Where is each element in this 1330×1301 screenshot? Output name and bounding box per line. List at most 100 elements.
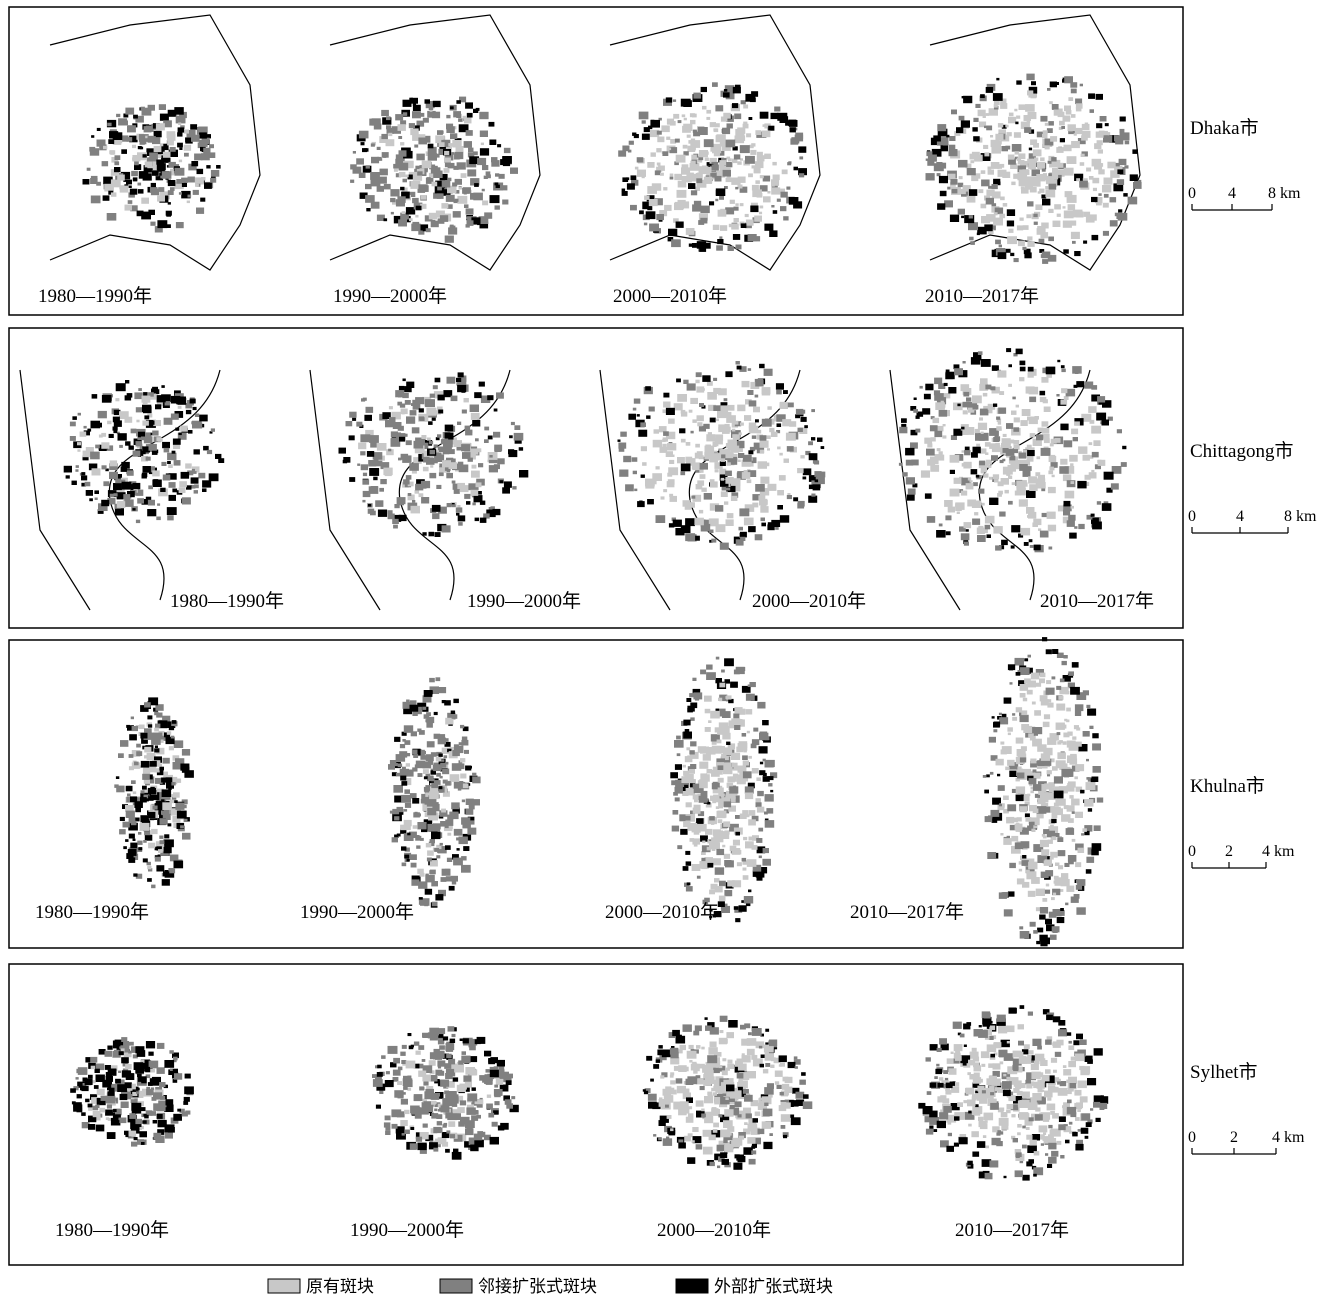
urban-patch: [721, 117, 728, 122]
urban-patch: [666, 137, 670, 140]
urban-patch: [453, 1113, 462, 1120]
urban-patch: [1033, 519, 1041, 525]
urban-patch: [1026, 74, 1034, 81]
urban-patch: [662, 444, 666, 448]
urban-patch: [445, 1149, 450, 1153]
urban-patch: [675, 787, 683, 794]
urban-patch: [394, 737, 400, 742]
urban-patch: [452, 504, 456, 507]
urban-patch: [482, 189, 485, 192]
urban-patch: [1018, 241, 1025, 247]
urban-patch: [709, 841, 719, 849]
urban-patch: [619, 447, 625, 452]
urban-patch: [125, 1064, 132, 1069]
urban-patch: [128, 1094, 132, 1097]
urban-patch: [767, 448, 770, 450]
urban-patch: [966, 529, 969, 532]
urban-patch: [815, 479, 819, 482]
urban-patch: [1132, 149, 1138, 154]
urban-patch: [136, 1088, 139, 1091]
urban-patch: [474, 392, 481, 398]
urban-patch: [146, 1089, 154, 1095]
urban-patch: [467, 1093, 477, 1101]
urban-patch: [939, 176, 948, 183]
period-label: 1990—2000年: [467, 590, 581, 612]
urban-patch: [970, 160, 974, 163]
urban-patch: [120, 817, 125, 821]
urban-patch: [134, 166, 138, 169]
urban-patch: [475, 1039, 481, 1044]
urban-patch: [1091, 514, 1095, 517]
urban-patch: [399, 751, 407, 757]
urban-patch: [461, 1056, 470, 1063]
urban-patch: [656, 515, 666, 523]
urban-patch: [708, 720, 711, 723]
urban-patch: [479, 382, 485, 387]
urban-patch: [732, 848, 741, 855]
urban-patch: [1078, 524, 1084, 529]
urban-patch: [441, 809, 446, 813]
urban-patch: [95, 1069, 100, 1073]
urban-patch: [709, 142, 713, 145]
urban-patch: [130, 189, 138, 195]
urban-patch: [1104, 194, 1109, 198]
urban-patch: [740, 203, 744, 206]
urban-patch: [743, 837, 747, 840]
urban-patch: [436, 757, 442, 762]
urban-patch: [477, 1131, 483, 1136]
urban-patch: [748, 756, 752, 759]
urban-patch: [958, 160, 968, 168]
urban-patch: [400, 744, 405, 748]
urban-patch: [132, 145, 136, 148]
urban-patch: [1025, 813, 1030, 817]
urban-patch: [419, 900, 426, 905]
urban-patch: [1055, 811, 1059, 814]
urban-patch: [193, 190, 199, 195]
urban-patch: [388, 514, 395, 520]
urban-patch: [760, 175, 764, 178]
urban-patch: [88, 1108, 92, 1111]
urban-patch: [90, 148, 99, 156]
urban-patch: [402, 863, 407, 867]
urban-patch: [666, 408, 675, 415]
urban-patch: [480, 518, 487, 523]
urban-patch: [777, 505, 783, 510]
urban-patch: [993, 526, 1002, 534]
urban-patch: [799, 156, 803, 159]
urban-patch: [1083, 241, 1087, 244]
urban-patch: [139, 1131, 147, 1137]
urban-patch: [1064, 863, 1069, 867]
urban-patch: [742, 810, 748, 815]
urban-patch: [711, 539, 716, 543]
urban-patch: [488, 436, 493, 440]
urban-patch: [127, 137, 133, 142]
urban-patch: [131, 780, 136, 784]
urban-patch: [1067, 805, 1075, 811]
urban-patch: [412, 750, 418, 755]
urban-patch: [168, 190, 174, 195]
urban-patch: [460, 1039, 463, 1042]
urban-patch: [169, 1050, 173, 1054]
urban-patch: [1067, 827, 1073, 832]
urban-patch: [141, 140, 146, 144]
urban-patch: [433, 385, 438, 389]
urban-patch: [1041, 377, 1048, 383]
urban-patch: [1011, 182, 1015, 186]
urban-patch: [727, 776, 735, 782]
urban-patch: [764, 369, 773, 376]
urban-patch: [720, 543, 729, 550]
urban-patch: [689, 693, 694, 697]
urban-patch: [77, 1108, 83, 1113]
urban-patch: [746, 694, 755, 701]
urban-patch: [915, 429, 920, 433]
urban-patch: [1016, 405, 1019, 408]
urban-patch: [751, 744, 757, 749]
urban-patch: [996, 759, 1004, 766]
urban-patch: [634, 399, 641, 404]
urban-patch: [1046, 680, 1051, 684]
urban-patch: [405, 175, 409, 178]
urban-patch: [449, 812, 458, 820]
urban-patch: [366, 165, 370, 168]
urban-patch: [1021, 528, 1030, 536]
urban-patch: [115, 398, 119, 401]
